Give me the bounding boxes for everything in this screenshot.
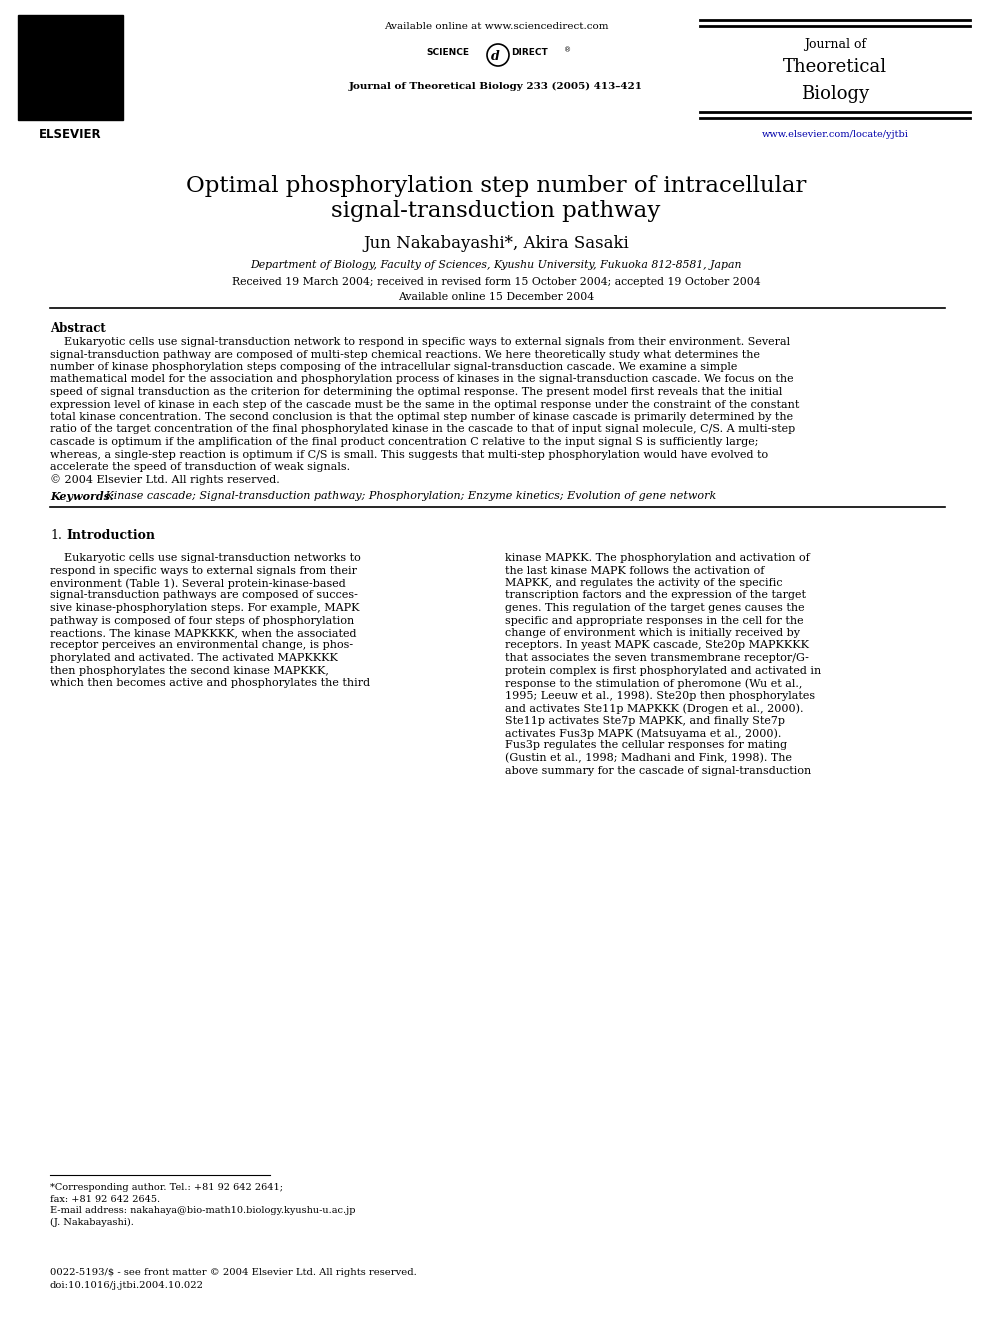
Text: 1995; Leeuw et al., 1998). Ste20p then phosphorylates: 1995; Leeuw et al., 1998). Ste20p then p… [505,691,815,701]
Text: Abstract: Abstract [50,321,106,335]
Text: sive kinase-phosphorylation steps. For example, MAPK: sive kinase-phosphorylation steps. For e… [50,603,359,613]
Text: the last kinase MAPK follows the activation of: the last kinase MAPK follows the activat… [505,565,765,576]
Text: Eukaryotic cells use signal-transduction networks to: Eukaryotic cells use signal-transduction… [50,553,361,564]
Text: response to the stimulation of pheromone (Wu et al.,: response to the stimulation of pheromone… [505,677,803,688]
Text: Ste11p activates Ste7p MAPKK, and finally Ste7p: Ste11p activates Ste7p MAPKK, and finall… [505,716,785,725]
Text: ratio of the target concentration of the final phosphorylated kinase in the casc: ratio of the target concentration of the… [50,425,796,434]
Text: Journal of: Journal of [804,38,866,52]
Text: 1.: 1. [50,529,62,542]
Text: Kinase cascade; Signal-transduction pathway; Phosphorylation; Enzyme kinetics; E: Kinase cascade; Signal-transduction path… [102,491,716,501]
Text: Available online 15 December 2004: Available online 15 December 2004 [398,292,594,302]
Text: that associates the seven transmembrane receptor/G-: that associates the seven transmembrane … [505,654,808,663]
Text: genes. This regulation of the target genes causes the: genes. This regulation of the target gen… [505,603,805,613]
Text: Received 19 March 2004; received in revised form 15 October 2004; accepted 19 Oc: Received 19 March 2004; received in revi… [232,277,760,287]
Text: cascade is optimum if the amplification of the final product concentration C rel: cascade is optimum if the amplification … [50,437,759,447]
Text: mathematical model for the association and phosphorylation process of kinases in: mathematical model for the association a… [50,374,794,385]
Text: Theoretical: Theoretical [783,58,887,75]
Text: activates Fus3p MAPK (Matsuyama et al., 2000).: activates Fus3p MAPK (Matsuyama et al., … [505,728,782,738]
Text: which then becomes active and phosphorylates the third: which then becomes active and phosphoryl… [50,677,370,688]
Text: Keywords:: Keywords: [50,491,114,501]
Text: Available online at www.sciencedirect.com: Available online at www.sciencedirect.co… [384,22,608,30]
Text: E-mail address: nakahaya@bio-math10.biology.kyushu-u.ac.jp: E-mail address: nakahaya@bio-math10.biol… [50,1207,355,1215]
Text: Biology: Biology [801,85,869,103]
Text: (J. Nakabayashi).: (J. Nakabayashi). [50,1217,134,1226]
Text: phorylated and activated. The activated MAPKKKK: phorylated and activated. The activated … [50,654,338,663]
Text: change of environment which is initially received by: change of environment which is initially… [505,628,800,638]
Text: SCIENCE: SCIENCE [426,48,469,57]
Text: above summary for the cascade of signal-transduction: above summary for the cascade of signal-… [505,766,811,775]
Text: signal-transduction pathways are composed of succes-: signal-transduction pathways are compose… [50,590,358,601]
Text: www.elsevier.com/locate/yjtbi: www.elsevier.com/locate/yjtbi [762,130,909,139]
Text: transcription factors and the expression of the target: transcription factors and the expression… [505,590,806,601]
Text: number of kinase phosphorylation steps composing of the intracellular signal-tra: number of kinase phosphorylation steps c… [50,363,737,372]
Text: protein complex is first phosphorylated and activated in: protein complex is first phosphorylated … [505,665,821,676]
Text: environment (Table 1). Several protein-kinase-based: environment (Table 1). Several protein-k… [50,578,346,589]
Text: respond in specific ways to external signals from their: respond in specific ways to external sig… [50,565,357,576]
Text: Department of Biology, Faculty of Sciences, Kyushu University, Fukuoka 812-8581,: Department of Biology, Faculty of Scienc… [250,261,742,270]
Text: (Gustin et al., 1998; Madhani and Fink, 1998). The: (Gustin et al., 1998; Madhani and Fink, … [505,753,792,763]
Text: expression level of kinase in each step of the cascade must be the same in the o: expression level of kinase in each step … [50,400,800,410]
Text: ELSEVIER: ELSEVIER [39,128,101,142]
Text: Jun Nakabayashi*, Akira Sasaki: Jun Nakabayashi*, Akira Sasaki [363,235,629,251]
Text: total kinase concentration. The second conclusion is that the optimal step numbe: total kinase concentration. The second c… [50,411,794,422]
Text: reactions. The kinase MAPKKKK, when the associated: reactions. The kinase MAPKKKK, when the … [50,628,356,638]
Text: receptor perceives an environmental change, is phos-: receptor perceives an environmental chan… [50,640,353,651]
Text: fax: +81 92 642 2645.: fax: +81 92 642 2645. [50,1195,160,1204]
Text: specific and appropriate responses in the cell for the: specific and appropriate responses in th… [505,615,804,626]
Text: whereas, a single-step reaction is optimum if C/S is small. This suggests that m: whereas, a single-step reaction is optim… [50,450,768,459]
Text: pathway is composed of four steps of phosphorylation: pathway is composed of four steps of pho… [50,615,354,626]
Text: Journal of Theoretical Biology 233 (2005) 413–421: Journal of Theoretical Biology 233 (2005… [349,82,643,91]
Text: receptors. In yeast MAPK cascade, Ste20p MAPKKKK: receptors. In yeast MAPK cascade, Ste20p… [505,640,809,651]
Text: signal-transduction pathway: signal-transduction pathway [331,200,661,222]
Text: doi:10.1016/j.jtbi.2004.10.022: doi:10.1016/j.jtbi.2004.10.022 [50,1281,204,1290]
Text: Optimal phosphorylation step number of intracellular: Optimal phosphorylation step number of i… [186,175,806,197]
Text: ®: ® [564,48,571,53]
Text: kinase MAPKK. The phosphorylation and activation of: kinase MAPKK. The phosphorylation and ac… [505,553,809,564]
Text: *Corresponding author. Tel.: +81 92 642 2641;: *Corresponding author. Tel.: +81 92 642 … [50,1183,283,1192]
Text: accelerate the speed of transduction of weak signals.: accelerate the speed of transduction of … [50,462,350,472]
Text: Introduction: Introduction [66,529,155,542]
Text: and activates Ste11p MAPKKK (Drogen et al., 2000).: and activates Ste11p MAPKKK (Drogen et a… [505,703,804,713]
Text: then phosphorylates the second kinase MAPKKK,: then phosphorylates the second kinase MA… [50,665,329,676]
Text: speed of signal transduction as the criterion for determining the optimal respon: speed of signal transduction as the crit… [50,388,783,397]
Text: MAPKK, and regulates the activity of the specific: MAPKK, and regulates the activity of the… [505,578,783,587]
Text: signal-transduction pathway are composed of multi-step chemical reactions. We he: signal-transduction pathway are composed… [50,349,760,360]
Text: DIRECT: DIRECT [511,48,548,57]
Text: Eukaryotic cells use signal-transduction network to respond in specific ways to : Eukaryotic cells use signal-transduction… [50,337,790,347]
Text: © 2004 Elsevier Ltd. All rights reserved.: © 2004 Elsevier Ltd. All rights reserved… [50,475,280,486]
Text: d: d [491,50,499,64]
Bar [18,15,123,120]
Text: 0022-5193/$ - see front matter © 2004 Elsevier Ltd. All rights reserved.: 0022-5193/$ - see front matter © 2004 El… [50,1267,417,1277]
Text: Fus3p regulates the cellular responses for mating: Fus3p regulates the cellular responses f… [505,741,787,750]
